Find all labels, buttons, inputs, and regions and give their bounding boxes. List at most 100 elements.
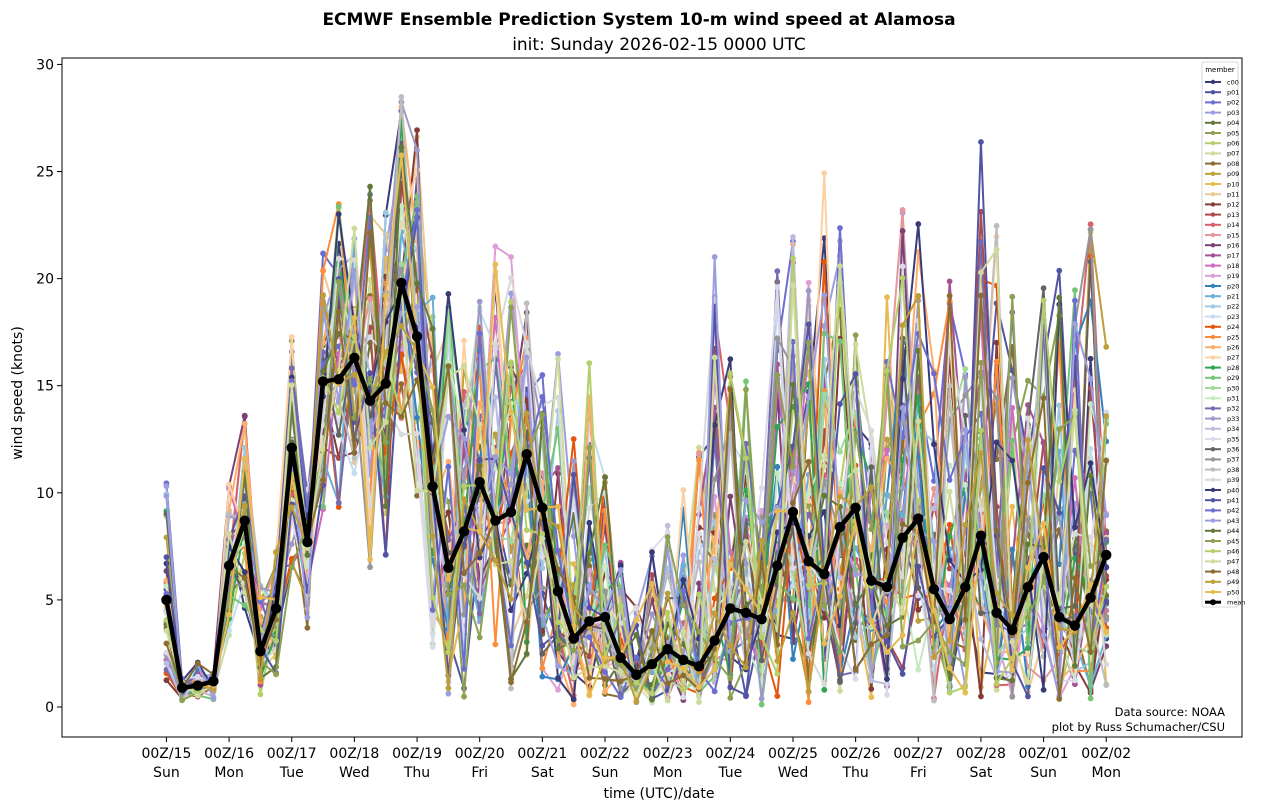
mean-point — [333, 374, 344, 385]
member-point — [664, 522, 671, 529]
member-point — [1025, 479, 1031, 486]
member-point — [461, 435, 467, 442]
ensemble-member-lines — [163, 94, 1110, 708]
member-point — [1056, 478, 1063, 485]
member-point — [1072, 475, 1078, 481]
y-tick-label: 10 — [36, 486, 54, 502]
member-point — [1056, 509, 1063, 516]
member-point — [743, 538, 749, 545]
member-point — [382, 503, 389, 509]
member-point — [1040, 686, 1047, 693]
legend-label: p29 — [1227, 374, 1239, 382]
member-point — [899, 405, 906, 411]
member-point — [382, 419, 389, 425]
member-point — [852, 332, 859, 339]
x-tick-day: Sun — [1030, 765, 1057, 781]
mean-point — [631, 669, 642, 681]
legend-label: p13 — [1227, 211, 1239, 219]
member-point — [523, 354, 530, 361]
member-point — [680, 587, 687, 594]
mean-point — [411, 331, 423, 342]
member-point — [852, 601, 859, 608]
x-tick-date: 00Z/22 — [580, 746, 630, 762]
member-point — [257, 691, 264, 698]
member-point — [664, 571, 671, 577]
member-point — [978, 693, 984, 700]
member-point — [476, 595, 483, 601]
legend-item-p25: p25 — [1205, 333, 1239, 341]
member-point — [508, 304, 514, 311]
x-tick-day: Tue — [717, 765, 742, 781]
member-point — [304, 614, 311, 621]
member-point — [163, 640, 170, 647]
member-point — [899, 512, 906, 519]
member-point — [523, 343, 530, 350]
legend-item-p38: p38 — [1205, 466, 1239, 474]
legend-label: p19 — [1227, 272, 1239, 280]
member-point — [899, 632, 906, 639]
member-point — [163, 627, 170, 634]
member-point — [805, 511, 812, 518]
legend-label: p15 — [1227, 231, 1239, 239]
mean-point — [255, 646, 266, 657]
legend-swatch-marker — [1210, 396, 1216, 401]
member-point — [774, 670, 781, 677]
member-point — [978, 427, 984, 434]
legend-swatch-marker — [1210, 345, 1216, 350]
member-point — [790, 282, 796, 288]
legend-item-p02: p02 — [1205, 99, 1239, 107]
member-point — [570, 701, 577, 708]
member-point — [367, 564, 373, 571]
legend-item-p50: p50 — [1205, 588, 1239, 596]
member-point — [790, 565, 796, 572]
legend-swatch-marker — [1210, 202, 1216, 207]
member-point — [382, 292, 389, 299]
member-point — [1087, 445, 1094, 452]
member-point — [194, 660, 201, 667]
member-point — [617, 678, 624, 685]
member-point — [445, 509, 452, 516]
member-point — [445, 685, 452, 692]
mean-point — [772, 560, 783, 571]
member-point — [1025, 693, 1031, 700]
legend-swatch-marker — [1210, 243, 1216, 248]
member-point — [711, 688, 718, 695]
member-point — [821, 681, 828, 688]
member-point — [492, 261, 499, 268]
member-point — [320, 267, 326, 274]
member-point — [288, 564, 295, 571]
member-point — [884, 455, 890, 462]
member-point — [978, 450, 984, 457]
member-point — [978, 292, 984, 299]
member-point — [539, 673, 546, 680]
member-point — [461, 402, 467, 408]
y-tick-label: 5 — [45, 593, 54, 609]
legend-item-p49: p49 — [1205, 578, 1239, 586]
member-point — [915, 592, 922, 599]
member-point — [508, 298, 514, 305]
member-point — [915, 585, 922, 591]
x-axis: 00Z/15 Sun 00Z/16 Mon 00Z/17 Tue 00Z/18 Wed 00Z/… — [141, 737, 1131, 781]
member-point — [962, 412, 969, 419]
member-point — [398, 144, 405, 151]
member-point — [931, 607, 937, 614]
member-point — [664, 680, 671, 687]
legend-label: p02 — [1227, 99, 1239, 107]
x-tick-day: Thu — [841, 765, 868, 781]
member-point — [382, 349, 389, 355]
member-point — [257, 675, 264, 681]
member-point — [774, 335, 781, 342]
member-point — [696, 450, 702, 457]
member-point — [993, 395, 1000, 401]
member-point — [429, 533, 436, 540]
member-point — [335, 409, 342, 416]
legend-swatch-marker — [1210, 549, 1216, 554]
legend-item-p21: p21 — [1205, 293, 1239, 301]
mean-point — [756, 613, 767, 625]
member-point — [805, 394, 812, 400]
member-point — [1009, 693, 1016, 700]
mean-point — [944, 613, 955, 625]
member-point — [758, 537, 765, 544]
legend-swatch-marker — [1210, 283, 1216, 289]
mean-point — [881, 581, 893, 593]
